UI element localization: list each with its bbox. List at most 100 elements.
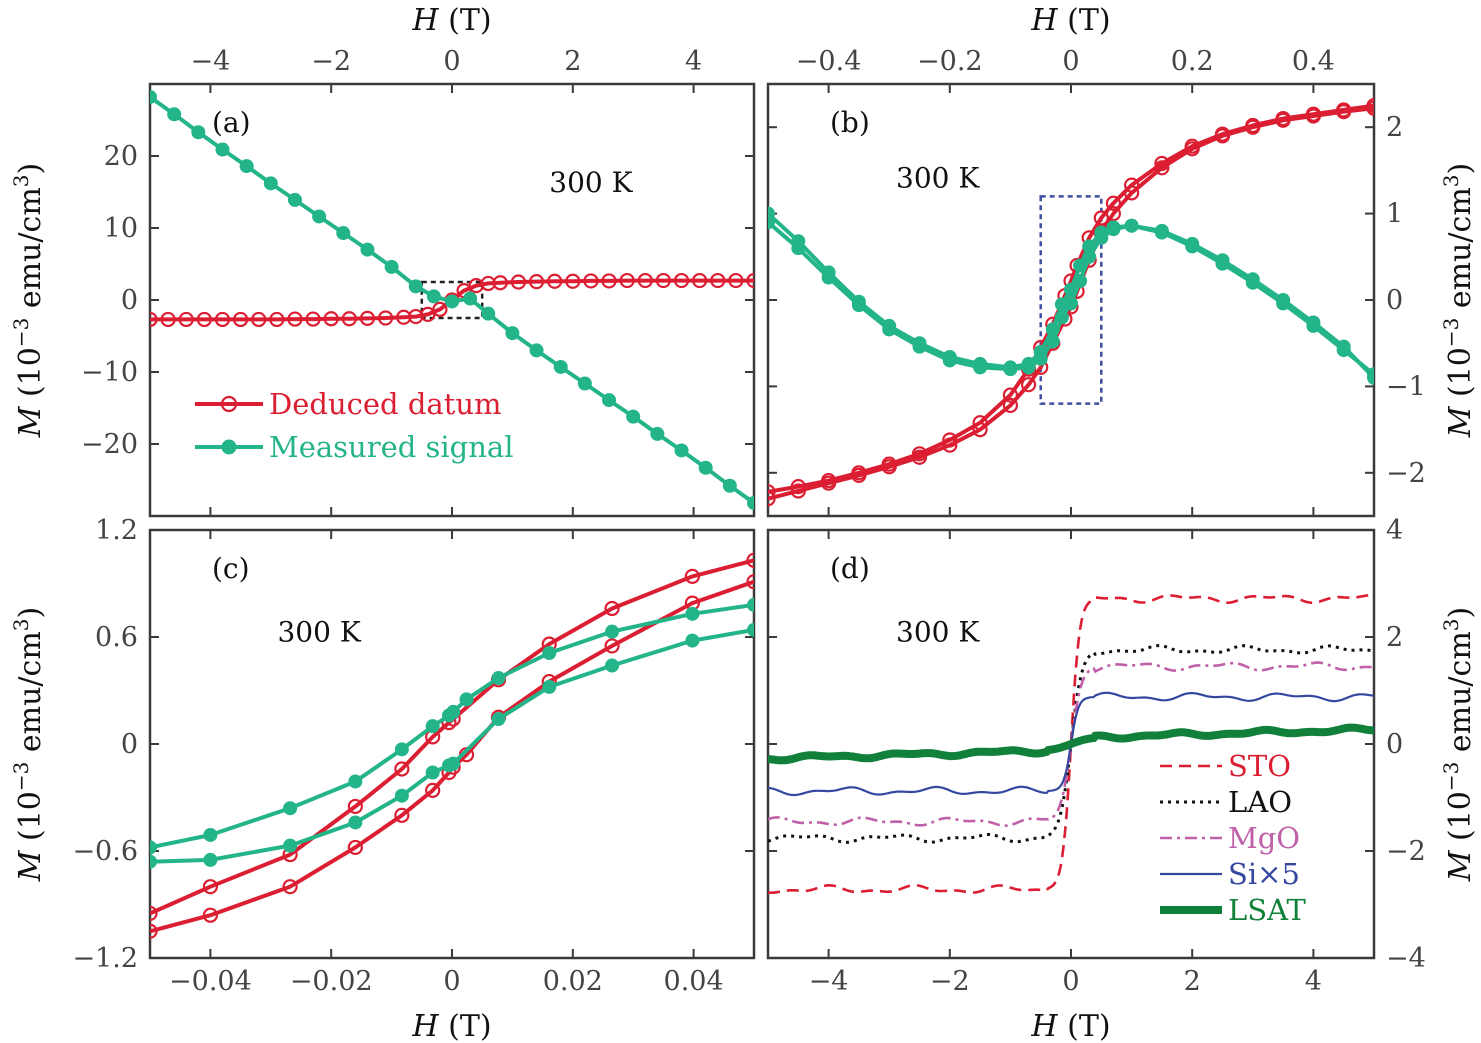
plot-area-d [768, 594, 1374, 894]
data-point [604, 638, 620, 654]
series-line-d-STO [768, 594, 1374, 894]
panel-label-b: (b) [830, 106, 870, 139]
plot-area-b [768, 98, 1374, 507]
data-point [821, 270, 836, 285]
data-point [150, 840, 157, 855]
legend-label: MgO [1228, 821, 1300, 855]
data-point [505, 326, 520, 341]
data-point [768, 491, 776, 507]
y-axis-title-a: M (10−3 emu/cm3) [9, 163, 48, 439]
data-point [602, 393, 617, 408]
data-point [446, 756, 461, 771]
data-point [851, 298, 866, 313]
data-point [881, 459, 897, 475]
y-tick-label-d: 4 [1386, 515, 1403, 546]
data-point [722, 478, 737, 493]
data-point [605, 624, 620, 639]
data-point [1306, 315, 1321, 330]
data-point [432, 301, 448, 317]
panel-label-a: (a) [212, 106, 251, 139]
data-point [790, 479, 806, 495]
x-tick-label-a: 4 [685, 46, 702, 77]
data-point [202, 907, 218, 923]
data-point [481, 306, 496, 321]
data-point [685, 606, 700, 621]
data-point [605, 658, 620, 673]
data-point [529, 343, 544, 358]
data-point [263, 176, 278, 191]
data-point [283, 801, 298, 816]
x-tick-label-d: 0 [1062, 966, 1079, 997]
data-point [377, 310, 394, 326]
data-point [655, 272, 672, 289]
data-point [233, 311, 249, 328]
panel-c: −0.04 −0.02 0 0.02 0.04 −1.2 −0.6 0 0.6 1.2 (c) H (… [9, 515, 756, 1043]
x-tick-label-b: −0.4 [796, 46, 862, 77]
y-tick-label-d: −2 [1386, 836, 1426, 867]
data-point [491, 712, 506, 727]
y-tick-label-b: −2 [1386, 458, 1426, 489]
series-line-c-0 [150, 558, 754, 916]
legend-label: LSAT [1228, 893, 1306, 927]
data-point [269, 311, 285, 328]
data-point [1276, 293, 1291, 307]
legend-label: Measured signal [269, 430, 513, 464]
data-point [528, 274, 545, 290]
y-tick-label-b: −1 [1386, 371, 1426, 402]
x-tick-label-c: 0 [443, 966, 460, 997]
data-point [312, 209, 327, 224]
data-point [768, 484, 776, 500]
data-point [1106, 222, 1121, 237]
data-point [685, 633, 700, 648]
data-point [851, 467, 867, 483]
y-tick-label-a: −20 [81, 429, 138, 460]
data-point [425, 765, 440, 780]
data-point [347, 839, 363, 856]
data-point [1185, 236, 1200, 251]
data-point [637, 272, 653, 289]
data-point [542, 679, 557, 694]
zoom-region-box-b [1039, 195, 1103, 405]
data-point [394, 788, 409, 803]
data-point [203, 852, 218, 867]
x-tick-label-b: 0.4 [1292, 46, 1335, 77]
data-point [912, 339, 927, 354]
data-point [1064, 296, 1078, 311]
data-point [160, 311, 176, 328]
data-point [673, 272, 690, 289]
data-point [1215, 253, 1230, 268]
data-point [1124, 218, 1139, 233]
data-point [972, 422, 988, 438]
data-point [547, 273, 563, 289]
x-tick-label-c: −0.02 [290, 966, 373, 997]
data-point [1154, 223, 1169, 238]
data-point [359, 310, 376, 326]
panel-label-c: (c) [212, 552, 250, 585]
legend-label: LAO [1228, 785, 1292, 819]
data-point [601, 273, 617, 289]
data-point [196, 311, 212, 328]
data-point [167, 107, 182, 122]
data-point [394, 742, 409, 757]
panel-b: −0.4 −0.2 0 0.2 0.4 −2 −1 0 1 2 (b) H (T) M (10−3 em… [766, 3, 1478, 518]
x-tick-label-d: −4 [809, 966, 849, 997]
data-point [287, 192, 302, 207]
x-axis-title-b: H (T) [1030, 3, 1110, 38]
y-tick-label-a: −10 [81, 357, 138, 388]
data-point [577, 376, 592, 391]
y-tick-label-a: 0 [121, 285, 138, 316]
data-point [942, 437, 958, 453]
x-tick-label-c: −0.04 [169, 966, 252, 997]
data-point [1105, 206, 1122, 222]
data-point [282, 879, 298, 895]
data-point [150, 923, 158, 939]
data-point [323, 311, 339, 327]
data-point [747, 496, 754, 511]
data-point [1045, 334, 1060, 349]
data-point [973, 360, 988, 375]
y-tick-label-a: 20 [104, 141, 138, 172]
data-point [746, 272, 754, 289]
data-point [1305, 108, 1322, 124]
data-point [674, 443, 689, 458]
